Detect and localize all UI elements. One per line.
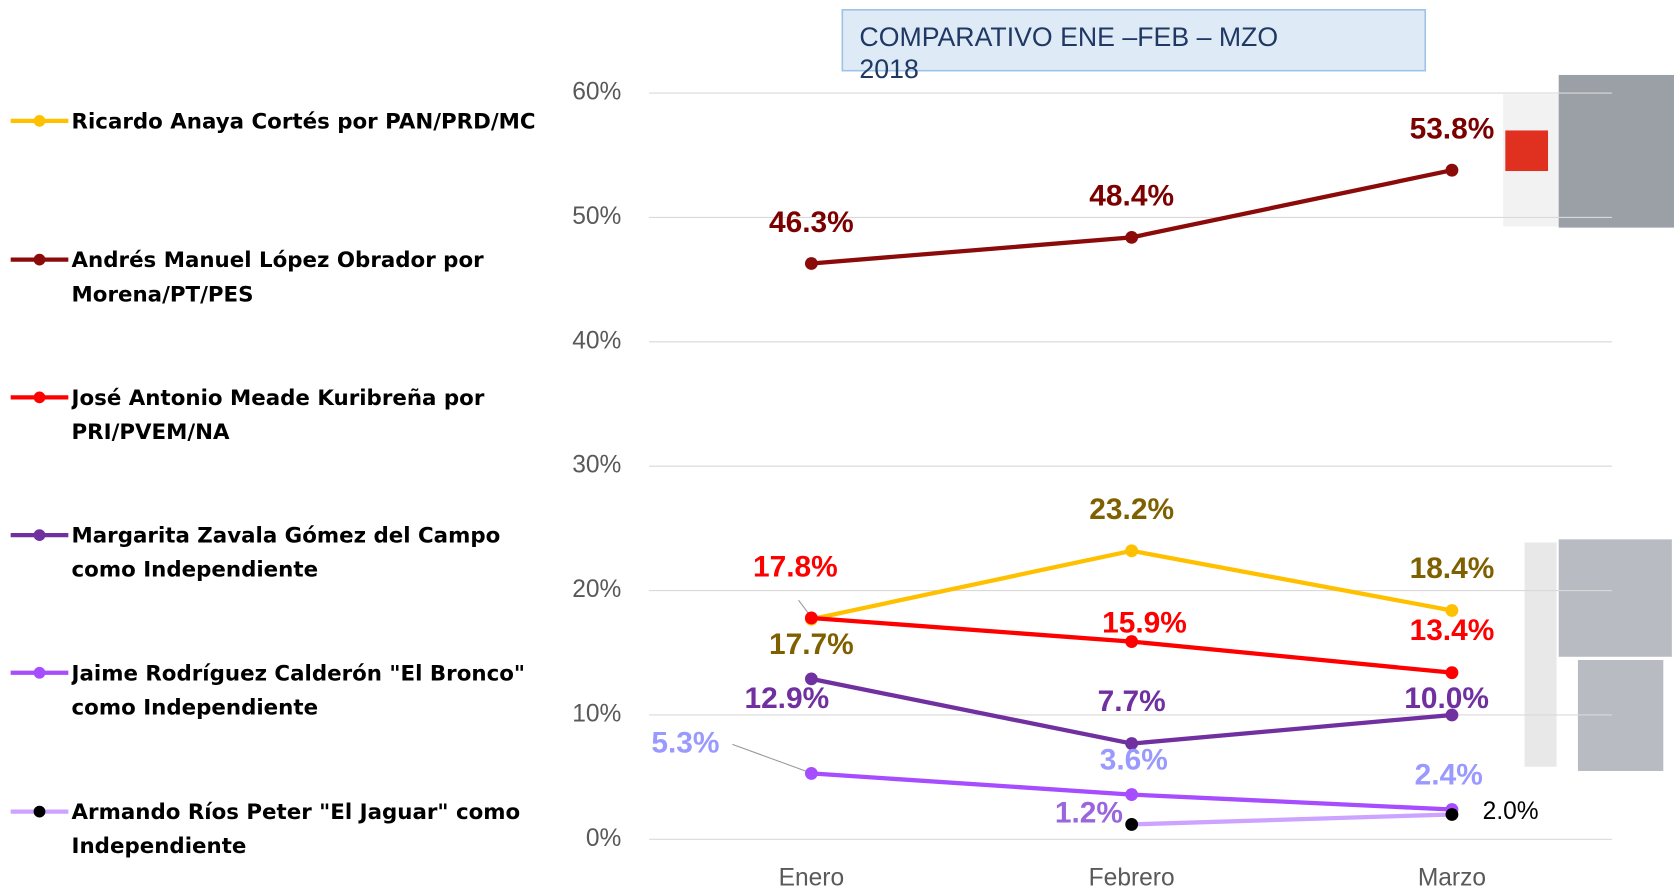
- point: [1125, 788, 1139, 801]
- legend-label: José Antonio Meade Kuribreña por PRI/PVE…: [71, 384, 485, 445]
- value-label: 2.0%: [1483, 798, 1539, 825]
- point: [1125, 737, 1139, 750]
- y-tick-label: 40%: [572, 327, 621, 354]
- y-tick-label: 20%: [572, 576, 621, 603]
- point: [1445, 808, 1459, 821]
- x-tick-label: Marzo: [1418, 864, 1486, 891]
- legend-item: Ricardo Anaya Cortés por PAN/PRD/MC: [71, 108, 536, 134]
- point: [804, 767, 818, 780]
- point: [804, 257, 818, 270]
- legend-marker: [33, 666, 46, 679]
- value-label: 1.2%: [1055, 797, 1123, 830]
- legend-marker: [33, 805, 46, 818]
- value-label: 23.2%: [1089, 493, 1174, 526]
- value-label: 46.3%: [769, 206, 854, 239]
- legend-label: Margarita Zavala Gómez del Campo como In…: [71, 522, 501, 583]
- legend-label: Ricardo Anaya Cortés por PAN/PRD/MC: [71, 108, 536, 134]
- value-label: 15.9%: [1102, 606, 1187, 639]
- x-tick-label: Enero: [779, 864, 845, 891]
- value-label: 48.4%: [1089, 180, 1174, 213]
- title-box: [841, 9, 1427, 72]
- value-label: 53.8%: [1410, 113, 1495, 146]
- point: [804, 611, 818, 625]
- point: [1445, 666, 1459, 680]
- point: [1445, 708, 1459, 722]
- value-label: 2.4%: [1415, 758, 1483, 791]
- point: [1445, 163, 1459, 177]
- value-label: 18.4%: [1410, 552, 1495, 585]
- value-label: 5.3%: [651, 726, 719, 759]
- value-label: 12.9%: [744, 682, 829, 715]
- y-tick-label: 10%: [572, 700, 621, 727]
- value-label: 13.4%: [1410, 614, 1495, 647]
- legend-item: Margarita Zavala Gómez del Campo como In…: [71, 522, 501, 583]
- photo-morena: [1503, 74, 1674, 228]
- value-label: 17.7%: [769, 628, 854, 661]
- point: [1125, 230, 1139, 244]
- y-tick-label: 60%: [572, 79, 621, 106]
- chart-title: COMPARATIVO ENE –FEB – MZO 2018: [859, 22, 1279, 85]
- value-label: 7.7%: [1098, 685, 1166, 718]
- legend-item: Armando Ríos Peter "El Jaguar" como Inde…: [71, 798, 521, 859]
- legend-item: Jaime Rodríguez Calderón "El Bronco" com…: [71, 659, 526, 720]
- y-tick-label: 0%: [586, 825, 621, 852]
- legend-item: Andrés Manuel López Obrador por Morena/P…: [71, 246, 484, 307]
- point: [1125, 818, 1139, 831]
- y-tick-label: 30%: [572, 452, 621, 479]
- value-label: 17.8%: [753, 551, 838, 584]
- legend-label: Jaime Rodríguez Calderón "El Bronco" com…: [71, 659, 526, 720]
- legend-marker: [33, 114, 46, 127]
- photo-anaya-meade: [1524, 539, 1672, 772]
- title-container: COMPARATIVO ENE –FEB – MZO 2018: [859, 22, 1279, 85]
- value-label: 3.6%: [1100, 743, 1168, 776]
- leader-line: [732, 743, 812, 774]
- point: [1125, 635, 1139, 648]
- value-label: 10.0%: [1404, 682, 1489, 715]
- point: [1125, 544, 1139, 558]
- legend-item: José Antonio Meade Kuribreña por PRI/PVE…: [71, 384, 485, 445]
- series-line: [1131, 812, 1453, 827]
- point: [804, 672, 818, 686]
- y-tick-label: 50%: [572, 203, 621, 230]
- legend-marker: [33, 391, 46, 404]
- legend-marker: [33, 529, 46, 541]
- x-tick-label: Febrero: [1089, 864, 1175, 891]
- legend-label: Armando Ríos Peter "El Jaguar" como Inde…: [71, 798, 521, 859]
- legend-marker: [33, 253, 46, 266]
- point: [1445, 604, 1459, 617]
- legend-label: Andrés Manuel López Obrador por Morena/P…: [71, 246, 484, 307]
